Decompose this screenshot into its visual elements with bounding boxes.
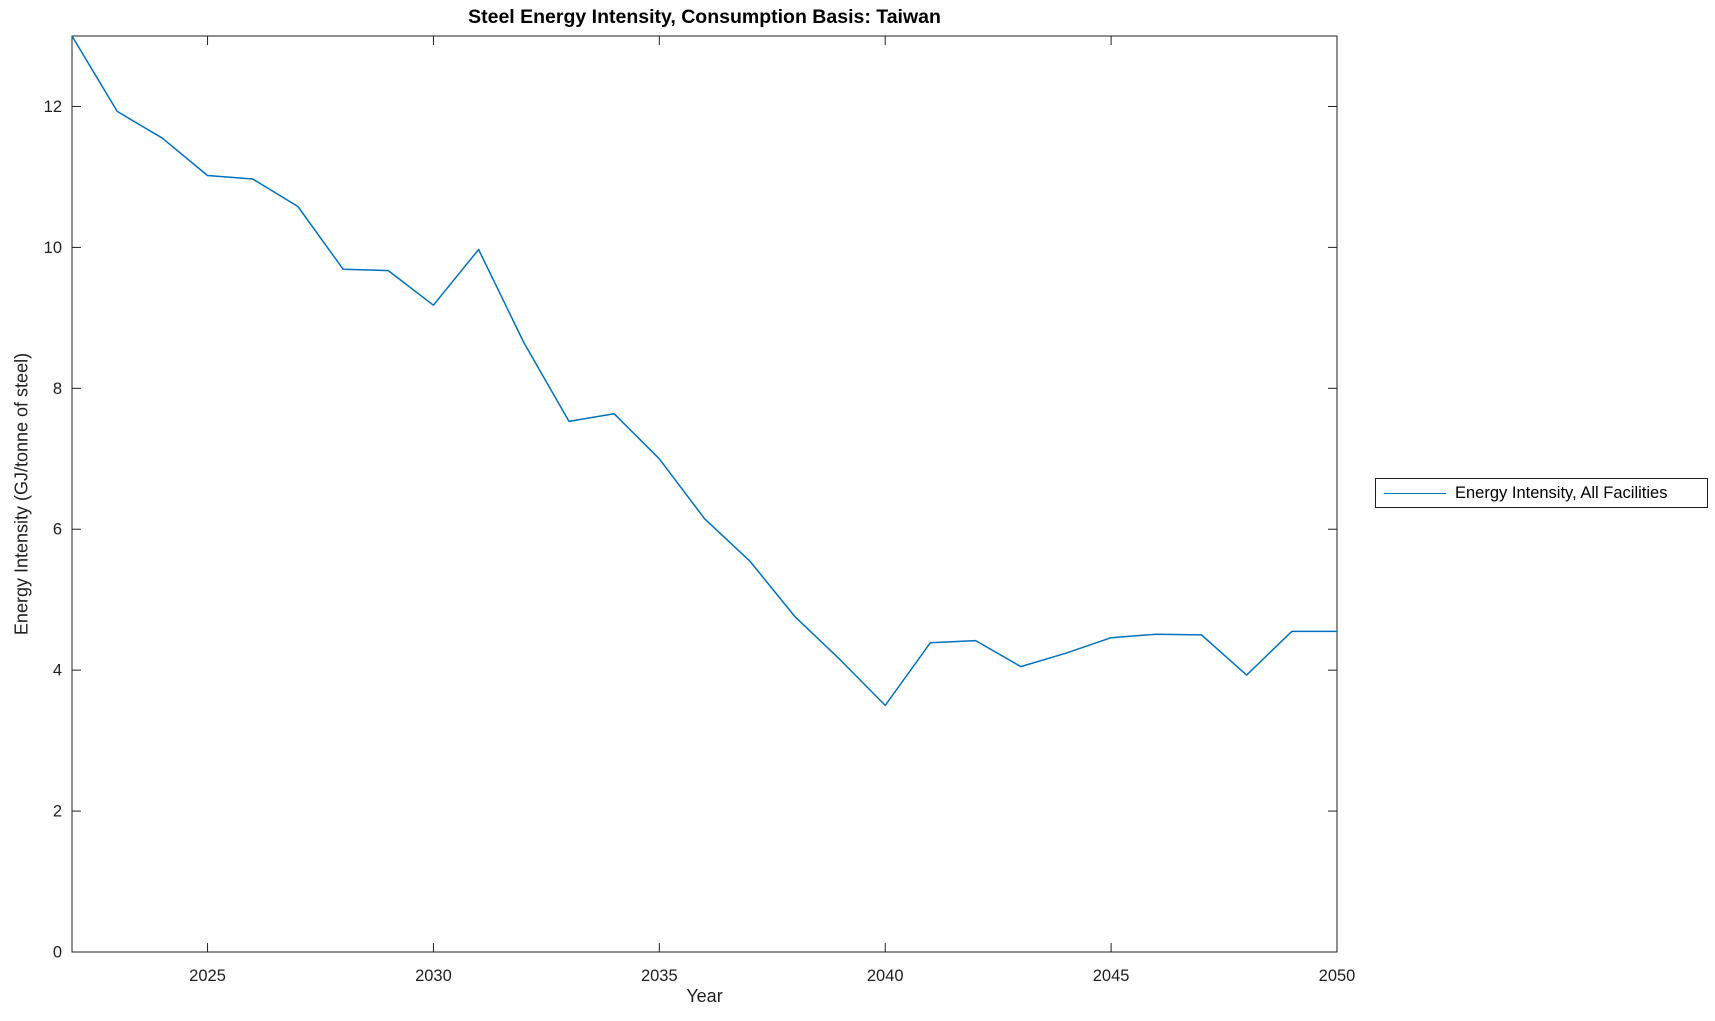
legend-entry-label: Energy Intensity, All Facilities [1455, 483, 1668, 502]
x-tick-label: 2030 [415, 967, 452, 985]
x-tick-label: 2050 [1319, 967, 1356, 985]
y-tick-label: 10 [44, 239, 62, 257]
x-tick-label: 2025 [189, 967, 226, 985]
y-tick-label: 8 [53, 380, 62, 398]
y-tick-label: 4 [53, 662, 62, 680]
legend-box: Energy Intensity, All Facilities [1375, 478, 1708, 508]
x-tick-label: 2040 [867, 967, 904, 985]
y-axis-ticks: 0 2 4 6 8 10 12 [44, 98, 1337, 962]
y-tick-label: 12 [44, 98, 62, 116]
x-tick-label: 2035 [641, 967, 678, 985]
y-tick-label: 6 [53, 521, 62, 539]
plot-frame [71, 35, 1338, 953]
x-tick-label: 2045 [1093, 967, 1130, 985]
legend-line-swatch [1384, 492, 1446, 494]
chart-title: Steel Energy Intensity, Consumption Basi… [468, 6, 941, 28]
y-tick-label: 2 [53, 803, 62, 821]
data-line-energy-intensity [71, 35, 1337, 707]
x-axis-ticks: 2025 2030 2035 2040 2045 2050 [189, 36, 1355, 985]
x-axis-label: Year [686, 986, 723, 1006]
y-tick-label: 0 [53, 944, 62, 962]
